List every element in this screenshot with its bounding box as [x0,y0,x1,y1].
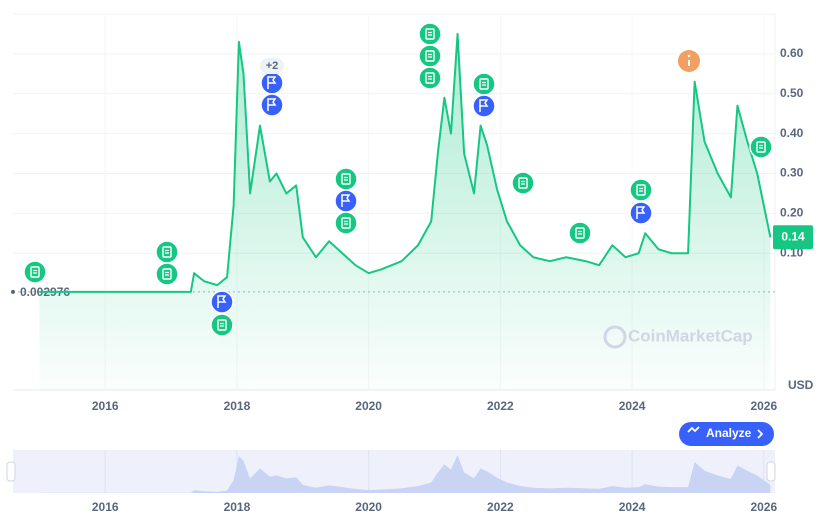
analyze-button[interactable] [679,422,774,446]
flag-glyph [267,76,277,89]
news-icon[interactable] [210,313,234,337]
doc-glyph [341,173,351,185]
news-icon[interactable] [155,240,179,264]
start-dot [11,289,15,294]
news-icon[interactable] [334,167,358,191]
news-icon[interactable] [749,135,773,159]
doc-glyph [425,28,435,40]
analyze-label: Analyze [706,426,752,440]
x-tick-label: 2016 [92,399,119,413]
doc-glyph [165,249,169,254]
y-tick-label: 0.30 [780,166,804,180]
flag-glyph [636,206,646,219]
info-glyph [688,60,690,66]
news-icon[interactable] [629,178,653,202]
doc-glyph [521,180,525,185]
nav-tick-label: 2026 [750,500,777,514]
flag-glyph [341,194,351,207]
last-price-badge [773,225,813,250]
doc-glyph [33,269,37,274]
flag-glyph [479,99,489,112]
doc-glyph [425,72,435,84]
unit-label: USD [788,378,814,392]
doc-glyph [425,50,435,62]
doc-glyph [636,184,646,196]
doc-glyph [217,319,227,331]
doc-glyph [518,177,528,189]
y-tick-label: 0.60 [780,46,804,60]
doc-glyph [759,144,763,149]
news-icon[interactable] [334,211,358,235]
doc-glyph [575,227,585,239]
doc-glyph [162,246,172,258]
nav-handle-right[interactable] [766,461,776,482]
news-icon[interactable] [23,260,47,284]
doc-glyph [428,75,432,80]
layer: 0.100.200.300.400.500.602016201620182018… [11,14,813,514]
doc-glyph [428,53,432,58]
news-icon[interactable] [418,44,442,68]
news-icon[interactable] [568,221,592,245]
flag-glyph [267,98,277,111]
nav-handle-left[interactable] [6,461,16,482]
nav-area [39,455,771,493]
doc-glyph [344,220,348,225]
last-price-label: 0.14 [781,229,805,243]
nav-tick-label: 2022 [487,500,514,514]
nav-tick-label: 2024 [619,500,646,514]
x-tick-label: 2018 [224,399,251,413]
doc-glyph [165,271,169,276]
doc-glyph [220,322,224,327]
doc-glyph [578,230,582,235]
badge-bg [260,58,284,74]
watermark: CoinMarketCap [628,326,753,345]
nav-tick-label: 2016 [92,500,119,514]
navigator[interactable] [13,450,775,493]
x-tick-label: 2020 [355,399,382,413]
doc-glyph [30,266,40,278]
news-icon[interactable] [511,171,535,195]
news-icon[interactable] [472,72,496,96]
nav-tick-label: 2020 [355,500,382,514]
news-icon[interactable] [418,66,442,90]
doc-glyph [162,268,172,280]
flag-glyph [217,295,227,308]
y-tick-label: 0.40 [780,126,804,140]
doc-glyph [344,176,348,181]
nav-tick-label: 2018 [224,500,251,514]
info-glyph [687,54,691,58]
doc-glyph [639,187,643,192]
analyze-icon [687,426,764,439]
news-icon[interactable] [418,22,442,46]
price-line [39,32,772,293]
event-badge[interactable]: +2 [266,60,279,72]
x-tick-label: 2026 [750,399,777,413]
news-icon[interactable] [155,262,179,286]
x-tick-label: 2022 [487,399,514,413]
doc-glyph [341,217,351,229]
y-tick-label: 0.50 [780,86,804,100]
doc-glyph [428,31,432,36]
doc-glyph [482,81,486,86]
doc-glyph [479,78,489,90]
watermark-logo [603,325,627,349]
doc-glyph [756,141,766,153]
x-tick-label: 2024 [619,399,646,413]
y-tick-label: 0.20 [780,206,804,220]
